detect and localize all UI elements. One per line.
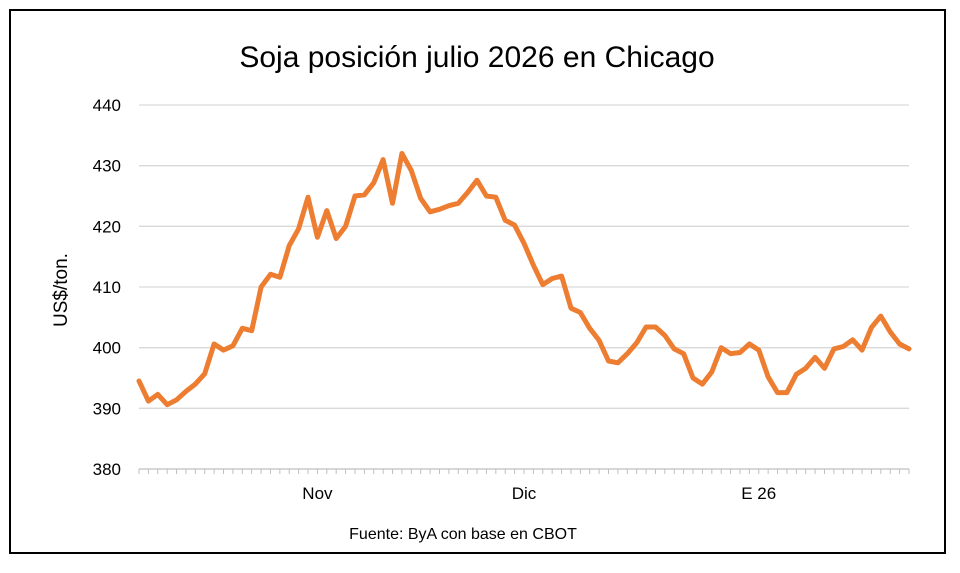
x-axis [138,468,910,474]
grid-lines [139,104,909,409]
y-axis-label: US$/ton. [51,253,72,327]
y-tick-labels: 380 390 400 410 420 430 440 [93,96,121,479]
y-tick-label: 430 [93,157,121,176]
y-tick-label: 390 [93,399,121,418]
chart-frame: Soja posición julio 2026 en Chicago 380 3… [9,9,946,554]
y-tick-label: 410 [93,278,121,297]
source-note: Fuente: ByA con base en CBOT [349,526,577,543]
y-tick-label: 380 [93,460,121,479]
series-layer [136,151,912,408]
chart-title: Soja posición julio 2026 en Chicago [239,41,714,74]
y-tick-label: 440 [93,96,121,115]
x-tick-label: E 26 [741,484,776,503]
y-tick-label: 400 [93,339,121,358]
x-tick-label: Dic [512,484,537,503]
series-line [136,151,912,408]
x-tick-label: Nov [302,484,333,503]
line-chart: Soja posición julio 2026 en Chicago 3803… [51,41,912,543]
y-tick-label: 420 [93,217,121,236]
